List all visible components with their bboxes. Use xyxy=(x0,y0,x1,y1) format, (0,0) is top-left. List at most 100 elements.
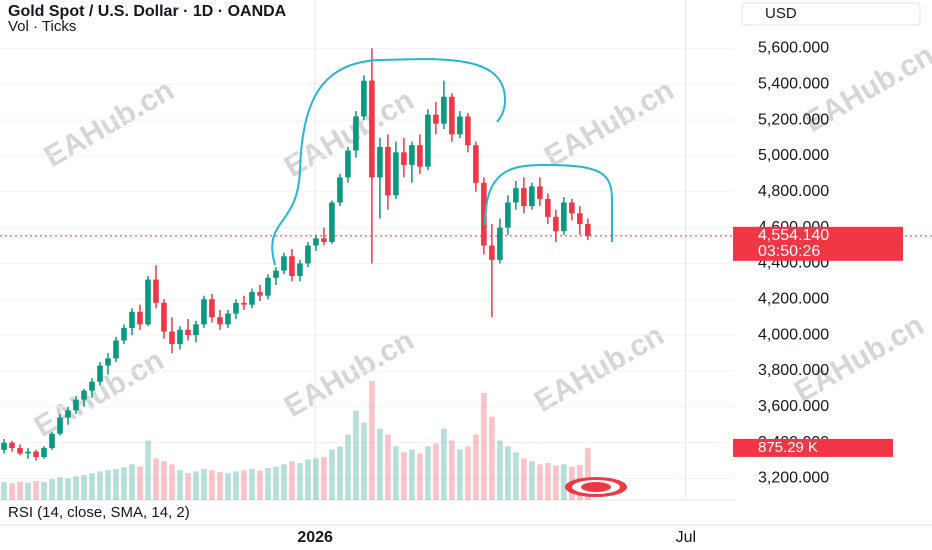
volume-bar xyxy=(545,463,551,500)
candle-body xyxy=(465,116,471,146)
y-tick-label: 5,000.000 xyxy=(758,147,829,164)
volume-bar xyxy=(433,443,439,500)
candle-body xyxy=(529,186,535,207)
indicator-label: RSI (14, close, SMA, 14, 2) xyxy=(8,504,190,521)
volume-bar xyxy=(417,453,423,500)
volume-bar xyxy=(137,466,143,500)
candle-body xyxy=(241,302,247,305)
volume-bar xyxy=(537,464,543,500)
volume-bar xyxy=(265,467,271,500)
candle-body xyxy=(481,182,487,246)
volume-bar xyxy=(313,458,319,500)
candle-body xyxy=(441,96,447,124)
candle-body xyxy=(409,145,415,165)
volume-bar xyxy=(553,465,559,500)
last-price-label: 4,554.140 xyxy=(758,227,829,244)
candle-body xyxy=(417,145,423,167)
volume-bar xyxy=(345,434,351,500)
volume-bar xyxy=(465,446,471,500)
candle-body xyxy=(353,116,359,151)
candle-body xyxy=(57,417,63,434)
currency-button[interactable] xyxy=(741,2,921,26)
candle-body xyxy=(145,279,151,325)
volume-bar xyxy=(41,482,47,500)
volume-bar xyxy=(25,482,31,500)
candle-body xyxy=(401,152,407,165)
volume-bar xyxy=(129,464,135,500)
candle-body xyxy=(153,279,159,303)
volume-bar xyxy=(17,481,23,500)
y-tick-label: 5,600.000 xyxy=(758,40,829,57)
candle-body xyxy=(321,238,327,242)
volume-bar xyxy=(225,473,231,500)
volume-bar xyxy=(145,440,151,500)
currency[interactable]: USD xyxy=(765,5,797,22)
candle-body xyxy=(185,329,191,336)
x-tick-label: 2026 xyxy=(297,529,333,546)
grid xyxy=(0,0,735,500)
candle-body xyxy=(553,216,559,232)
volume-bar xyxy=(521,458,527,500)
volume-bar xyxy=(513,452,519,500)
volume-bar xyxy=(337,446,343,500)
volume-bar xyxy=(505,446,511,500)
candle-body xyxy=(361,80,367,117)
volume-bar xyxy=(193,471,199,500)
volume-bar xyxy=(329,449,335,500)
volume-bar xyxy=(425,446,431,500)
volume-bar xyxy=(321,457,327,500)
candle-body xyxy=(137,311,143,325)
watermark: EAHub.cn xyxy=(529,319,670,419)
volume-bar xyxy=(393,446,399,500)
volume-bar xyxy=(257,470,263,500)
candle-body xyxy=(265,277,271,296)
volume-bar xyxy=(65,478,71,500)
candle-body xyxy=(209,299,215,318)
candle-body xyxy=(449,96,455,135)
candle-body xyxy=(121,327,127,341)
volume-bar xyxy=(457,449,463,500)
volume-bar xyxy=(305,459,311,500)
volume-bar xyxy=(97,471,103,500)
volume-bar xyxy=(353,410,359,500)
candle-body xyxy=(505,202,511,228)
y-tick-label: 5,400.000 xyxy=(758,75,829,92)
volume-bar xyxy=(481,392,487,500)
volume-bar xyxy=(209,470,215,500)
candle-body xyxy=(537,186,543,199)
volume-bar xyxy=(57,477,63,500)
x-tick-label: Jul xyxy=(676,529,696,546)
candle-body xyxy=(225,313,231,325)
volume-bar xyxy=(241,470,247,500)
volume-bar xyxy=(489,416,495,500)
candle-body xyxy=(569,202,575,214)
candle-body xyxy=(433,114,439,124)
candle-body xyxy=(169,331,175,345)
volume-bar xyxy=(185,473,191,500)
candle-body xyxy=(369,80,375,178)
candle-body xyxy=(385,146,391,196)
candle-body xyxy=(17,448,23,454)
volume-bar xyxy=(385,434,391,500)
logo xyxy=(565,477,627,497)
volume-bar xyxy=(1,482,7,500)
watermark: EAHub.cn xyxy=(39,74,180,174)
volume-bar xyxy=(585,447,591,500)
volume-bar xyxy=(473,434,479,500)
volume-bar xyxy=(201,469,207,500)
pattern-drawing xyxy=(484,163,613,242)
volume-bar xyxy=(273,466,279,500)
watermark: EAHub.cn xyxy=(539,74,680,174)
candle-body xyxy=(201,299,207,325)
last-price-box xyxy=(733,226,903,261)
volume-bar xyxy=(9,483,15,500)
candle-body xyxy=(129,311,135,328)
volume-bar xyxy=(49,479,55,500)
candle-body xyxy=(249,292,255,305)
candle-body xyxy=(457,116,463,135)
volume-label: 875.29 K xyxy=(758,439,818,456)
volume-bar xyxy=(561,464,567,500)
volume-bar xyxy=(441,428,447,500)
volume-bar xyxy=(73,476,79,500)
